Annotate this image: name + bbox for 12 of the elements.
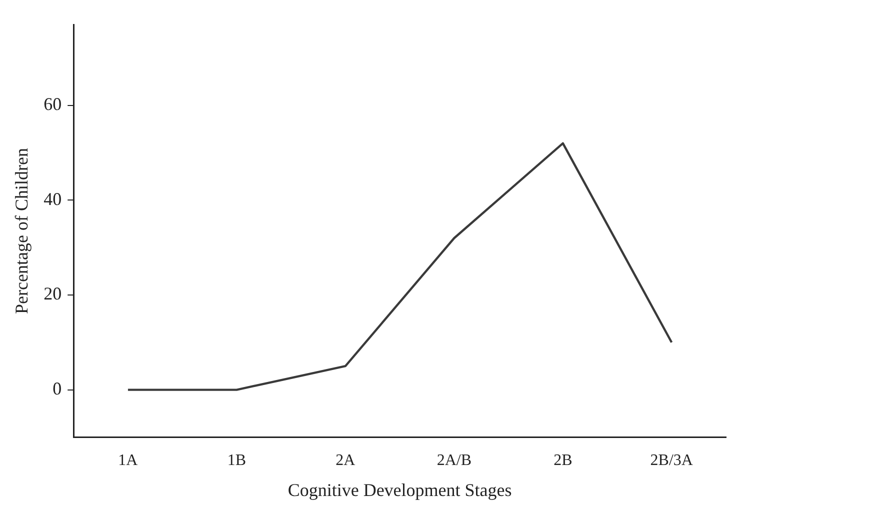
x-tick-label: 1B (227, 452, 246, 470)
y-tick-label: 60 (44, 94, 62, 114)
y-tick-label: 20 (44, 284, 62, 304)
x-tick-label: 2B/3A (650, 452, 694, 470)
x-tick-label: 1A (118, 452, 138, 470)
y-tick-label: 0 (52, 378, 62, 399)
x-tick-label: 2B (554, 452, 572, 470)
x-axis-title: Cognitive Development Stages (288, 480, 512, 500)
y-axis-title: Percentage of Children (12, 148, 32, 314)
x-tick-label: 2A/B (436, 452, 472, 470)
y-tick-label: 40 (44, 188, 62, 209)
x-tick-label: 2A (336, 452, 356, 470)
